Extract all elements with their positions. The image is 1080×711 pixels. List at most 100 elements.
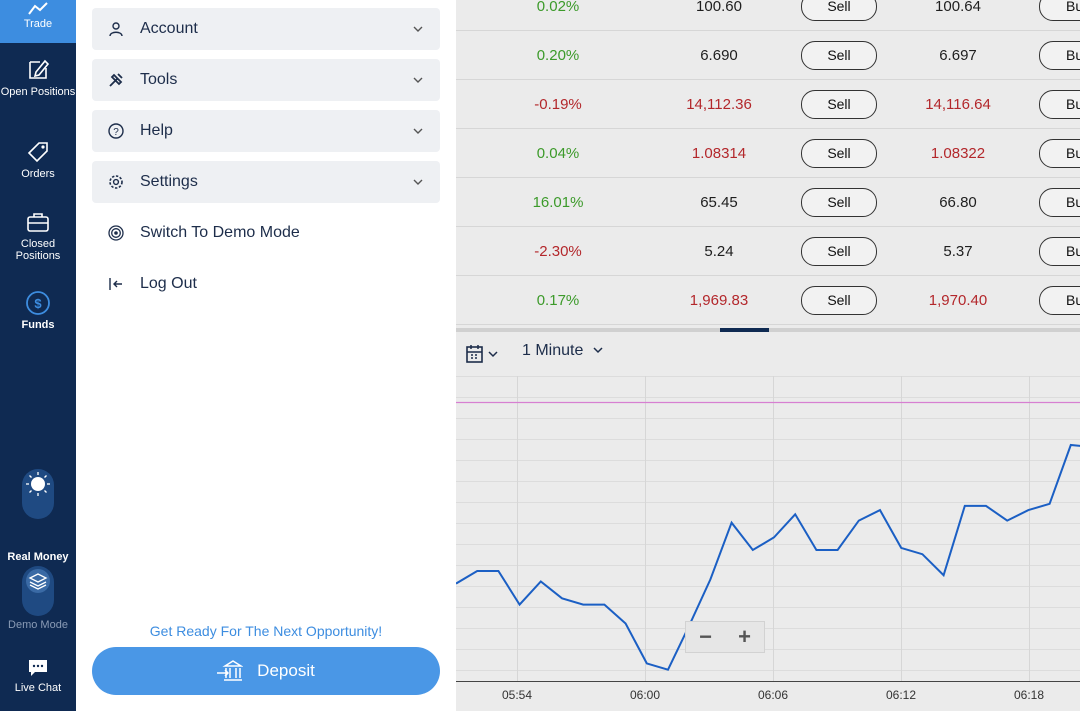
change-percent: -2.30% xyxy=(534,243,582,260)
menu-label-account: Account xyxy=(140,20,198,37)
menu-label-switch-demo: Switch To Demo Mode xyxy=(140,224,300,241)
layers-icon xyxy=(26,569,50,593)
theme-toggle[interactable] xyxy=(22,469,54,519)
logout-icon xyxy=(109,278,122,290)
sell-price: 14,112.36 xyxy=(686,96,752,113)
sell-button[interactable]: Sell xyxy=(801,90,877,119)
rail-label-closed-positions: Closed Positions xyxy=(15,238,61,262)
x-tick-label: 06:12 xyxy=(886,688,916,702)
chevron-down-icon xyxy=(413,128,423,134)
buy-price: 6.697 xyxy=(939,47,977,64)
sell-button[interactable]: Sell xyxy=(801,188,877,217)
change-percent: 0.17% xyxy=(536,292,580,309)
sell-price: 5.24 xyxy=(704,243,734,260)
deposit-button[interactable]: Deposit xyxy=(92,647,440,695)
buy-button[interactable]: Bu xyxy=(1039,41,1080,70)
bank-icon xyxy=(217,660,244,681)
buy-price: 14,116.64 xyxy=(925,96,991,113)
quote-row[interactable]: -2.30% 5.24 Sell 5.37 Bu xyxy=(456,227,1080,276)
buy-button[interactable]: Bu xyxy=(1039,90,1080,119)
calendar-icon[interactable] xyxy=(466,344,500,364)
buy-button[interactable]: Bu xyxy=(1039,0,1080,21)
rail-label-open-positions: Open Positions xyxy=(0,86,76,98)
help-icon: ? xyxy=(108,123,124,139)
sell-button[interactable]: Sell xyxy=(801,286,877,315)
tag-icon xyxy=(27,142,48,163)
deposit-label: Deposit xyxy=(257,661,315,680)
change-percent: 16.01% xyxy=(532,194,584,211)
menu-panel: Account Tools ? Help Settings Switch To … xyxy=(76,0,456,711)
zoom-controls: − + xyxy=(685,621,765,653)
price-chart[interactable]: 05:54 06:00 06:06 06:12 06:18 xyxy=(456,376,1080,711)
rail-label-trade: Trade xyxy=(23,18,53,30)
buy-button[interactable]: Bu xyxy=(1039,188,1080,217)
user-icon xyxy=(109,22,123,37)
sell-price: 1.08314 xyxy=(691,145,747,162)
rail-item-closed-positions[interactable]: Closed Positions xyxy=(0,209,76,262)
edit-icon xyxy=(29,59,50,79)
buy-button[interactable]: Bu xyxy=(1039,237,1080,266)
quote-row[interactable]: 0.17% 1,969.83 Sell 1,970.40 Bu xyxy=(456,276,1080,325)
change-percent: 0.02% xyxy=(536,0,580,15)
gear-icon xyxy=(109,175,123,189)
change-percent: -0.19% xyxy=(534,96,582,113)
rail-item-trade[interactable]: Trade xyxy=(0,0,76,43)
buy-button[interactable]: Bu xyxy=(1039,286,1080,315)
price-series-line xyxy=(456,443,1080,671)
menu-item-tools[interactable]: Tools xyxy=(92,59,440,101)
briefcase-icon xyxy=(27,213,49,232)
menu-label-settings: Settings xyxy=(140,173,198,190)
sell-price: 1,969.83 xyxy=(689,292,749,309)
mode-toggle[interactable] xyxy=(22,566,54,616)
chevron-down-icon xyxy=(413,179,423,185)
rail-label-orders: Orders xyxy=(21,168,55,180)
quote-row[interactable]: 0.04% 1.08314 Sell 1.08322 Bu xyxy=(456,129,1080,178)
quote-row[interactable]: -0.19% 14,112.36 Sell 14,116.64 Bu xyxy=(456,80,1080,129)
sell-button[interactable]: Sell xyxy=(801,237,877,266)
chart-icon xyxy=(28,2,48,15)
quote-row[interactable]: 16.01% 65.45 Sell 66.80 Bu xyxy=(456,178,1080,227)
promo-text: Get Ready For The Next Opportunity! xyxy=(149,623,383,639)
sell-button[interactable]: Sell xyxy=(801,139,877,168)
menu-label-logout: Log Out xyxy=(140,275,197,292)
buy-price: 1.08322 xyxy=(930,145,986,162)
menu-label-help: Help xyxy=(140,122,173,139)
change-percent: 0.20% xyxy=(536,47,580,64)
tools-icon xyxy=(109,73,123,87)
svg-text:$: $ xyxy=(34,296,42,311)
x-tick-label: 06:18 xyxy=(1014,688,1044,702)
sell-button[interactable]: Sell xyxy=(801,41,877,70)
x-tick-label: 05:54 xyxy=(502,688,532,702)
rail-label-funds: Funds xyxy=(21,319,55,331)
menu-item-help[interactable]: ? Help xyxy=(92,110,440,152)
chart-toolbar: 1 Minute xyxy=(456,336,1080,376)
quote-row[interactable]: 0.02% 100.60 Sell 100.64 Bu xyxy=(456,0,1080,31)
chevron-down-icon xyxy=(593,347,603,354)
pane-divider-handle[interactable] xyxy=(720,328,769,332)
interval-select[interactable]: 1 Minute xyxy=(522,342,604,360)
nav-rail: Trade Open Positions Orders Closed Posit… xyxy=(0,0,76,711)
menu-item-settings[interactable]: Settings xyxy=(92,161,440,203)
menu-item-switch-demo[interactable]: Switch To Demo Mode xyxy=(92,212,440,254)
rail-item-orders[interactable]: Orders xyxy=(0,139,76,180)
menu-item-logout[interactable]: Log Out xyxy=(92,263,440,305)
dollar-icon: $ xyxy=(26,291,50,315)
target-icon xyxy=(108,225,124,241)
buy-price: 66.80 xyxy=(939,194,977,211)
buy-button[interactable]: Bu xyxy=(1039,139,1080,168)
rail-label-live-chat: Live Chat xyxy=(14,682,62,694)
trading-area: 0.02% 100.60 Sell 100.64 Bu 0.20% 6.690 Sell 6.6… xyxy=(456,0,1080,711)
zoom-in-button[interactable]: + xyxy=(738,624,751,649)
change-percent: 0.04% xyxy=(536,145,580,162)
sun-icon xyxy=(26,472,50,496)
x-tick-label: 06:00 xyxy=(630,688,660,702)
rail-item-open-positions[interactable]: Open Positions xyxy=(0,57,76,98)
quote-row[interactable]: 0.20% 6.690 Sell 6.697 Bu xyxy=(456,31,1080,80)
menu-item-account[interactable]: Account xyxy=(92,8,440,50)
rail-item-live-chat[interactable]: Live Chat xyxy=(0,657,76,694)
sell-button[interactable]: Sell xyxy=(801,0,877,21)
zoom-out-button[interactable]: − xyxy=(699,624,712,649)
sell-price: 6.690 xyxy=(700,47,738,64)
mode-real-label: Real Money xyxy=(7,551,69,563)
rail-item-funds[interactable]: $ Funds xyxy=(0,290,76,331)
